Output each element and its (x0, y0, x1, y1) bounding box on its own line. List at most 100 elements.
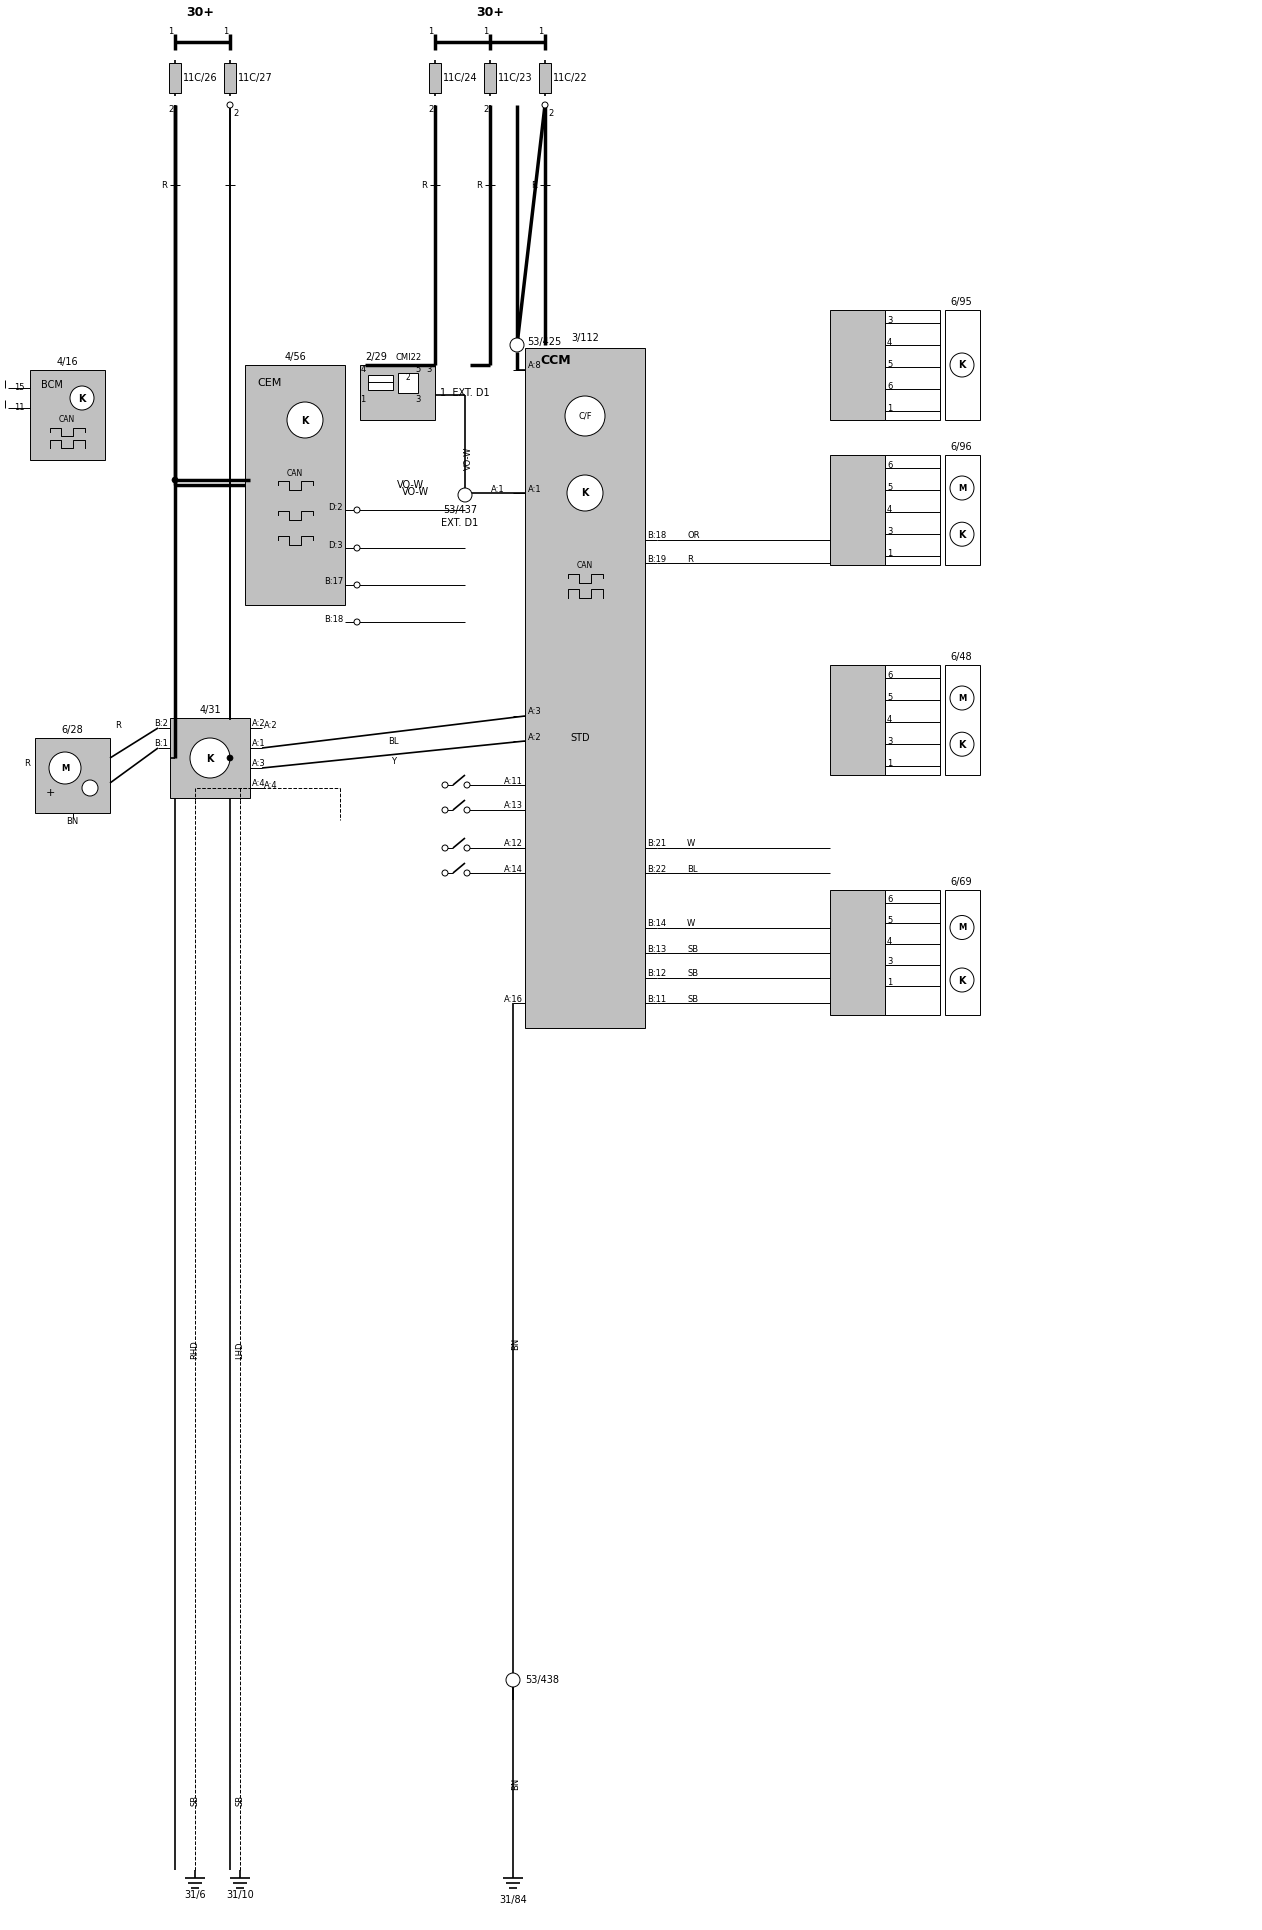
Bar (35, 737, 110, 813)
Bar (539, 62, 551, 93)
Text: BN: BN (67, 816, 78, 826)
Circle shape (464, 870, 469, 876)
Text: B:12: B:12 (647, 969, 666, 979)
Text: C/F: C/F (578, 411, 592, 421)
Circle shape (950, 477, 974, 500)
Bar (945, 666, 981, 776)
Text: OR: OR (687, 531, 699, 540)
Text: 4: 4 (887, 506, 892, 513)
Text: 31/6: 31/6 (184, 1889, 206, 1899)
Circle shape (69, 386, 93, 409)
Text: EXT. D1: EXT. D1 (442, 517, 478, 529)
Text: SB: SB (687, 994, 698, 1004)
Text: A:2: A:2 (252, 720, 265, 728)
Bar (398, 372, 418, 394)
Text: 1: 1 (428, 27, 434, 37)
Bar (830, 455, 885, 565)
Text: CMI22: CMI22 (395, 353, 422, 361)
Bar (223, 62, 236, 93)
Bar (885, 890, 940, 1015)
Text: K: K (206, 753, 213, 764)
Text: 53/437: 53/437 (443, 506, 477, 515)
Text: R: R (422, 181, 427, 189)
Text: A:1: A:1 (528, 484, 541, 494)
Text: 3: 3 (887, 527, 892, 537)
Text: A:13: A:13 (504, 801, 522, 811)
Text: B:21: B:21 (647, 840, 666, 849)
Bar (945, 890, 981, 1015)
Text: 1: 1 (483, 27, 488, 37)
Text: M: M (958, 484, 967, 492)
Circle shape (82, 780, 98, 795)
Text: 3: 3 (887, 737, 892, 745)
Text: 6/28: 6/28 (62, 726, 83, 735)
Text: SB: SB (687, 969, 698, 979)
Text: VO-W: VO-W (396, 481, 424, 490)
Text: A:4: A:4 (264, 780, 278, 789)
Circle shape (565, 396, 604, 436)
Text: BN: BN (511, 1337, 520, 1349)
Text: D:2: D:2 (328, 502, 343, 511)
Text: 4/16: 4/16 (57, 357, 78, 367)
Circle shape (227, 755, 233, 760)
Text: B:18: B:18 (647, 531, 666, 540)
Bar (830, 666, 885, 776)
Bar (525, 347, 645, 1029)
Text: R: R (687, 554, 693, 564)
Text: 15: 15 (14, 384, 25, 392)
Circle shape (442, 807, 448, 813)
Text: 4/31: 4/31 (199, 704, 221, 714)
Text: A:16: A:16 (504, 994, 522, 1004)
Bar (885, 455, 940, 565)
Text: 1: 1 (539, 27, 544, 37)
Bar (885, 666, 940, 776)
Text: 1: 1 (887, 548, 892, 558)
Text: 2/29: 2/29 (365, 351, 387, 363)
Text: 6/48: 6/48 (950, 652, 972, 662)
Text: D:3: D:3 (328, 540, 343, 550)
Text: 5: 5 (887, 359, 892, 369)
Circle shape (950, 685, 974, 710)
Text: A:3: A:3 (252, 760, 266, 768)
Text: Y: Y (391, 757, 396, 766)
Text: A:1: A:1 (252, 739, 265, 749)
Text: M: M (61, 764, 69, 774)
Text: 1  EXT. D1: 1 EXT. D1 (440, 388, 490, 398)
Circle shape (172, 477, 178, 482)
Text: B:2: B:2 (154, 720, 168, 728)
Text: 31/84: 31/84 (500, 1895, 526, 1905)
Text: 2: 2 (483, 106, 488, 114)
Text: A:12: A:12 (504, 840, 522, 849)
Text: B:22: B:22 (647, 865, 666, 874)
Text: A:4: A:4 (252, 780, 265, 789)
Text: A:3: A:3 (528, 708, 541, 716)
Text: M: M (958, 923, 967, 932)
Text: 4: 4 (887, 714, 892, 724)
Text: 6/69: 6/69 (950, 876, 972, 888)
Text: CAN: CAN (286, 469, 303, 477)
Text: W: W (687, 840, 695, 849)
Text: 2: 2 (548, 108, 553, 118)
Text: BL: BL (389, 737, 399, 747)
Bar (945, 455, 981, 565)
Circle shape (950, 353, 974, 376)
Text: K: K (302, 415, 309, 425)
Text: K: K (958, 739, 965, 749)
Text: 2: 2 (233, 108, 239, 118)
Text: 53/438: 53/438 (525, 1675, 559, 1685)
Bar (885, 311, 940, 421)
Text: SB: SB (687, 944, 698, 953)
Text: 1: 1 (168, 27, 174, 37)
Bar (245, 365, 345, 604)
Text: R: R (162, 181, 167, 189)
Text: A:2: A:2 (264, 720, 278, 730)
Text: R: R (531, 181, 538, 189)
Text: 5: 5 (887, 917, 892, 924)
Text: 11: 11 (14, 403, 25, 413)
Circle shape (442, 782, 448, 787)
Text: 53/425: 53/425 (528, 338, 562, 347)
Text: K: K (582, 488, 589, 498)
Text: 3: 3 (887, 317, 892, 324)
Circle shape (541, 102, 548, 108)
Text: 2: 2 (428, 106, 434, 114)
